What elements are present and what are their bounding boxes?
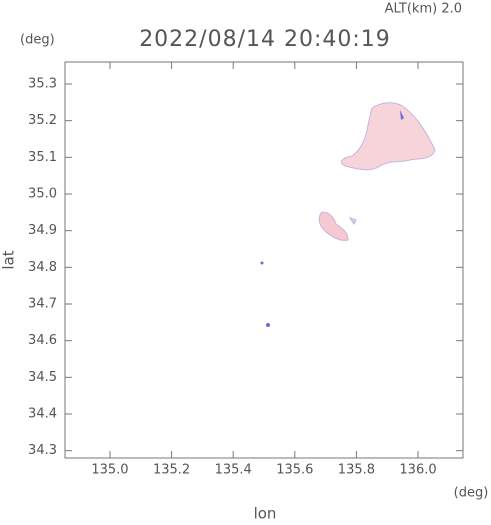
cell [260, 261, 264, 265]
y-tick-label: 35.1 [28, 150, 57, 165]
y-tick-label: 34.8 [28, 260, 57, 275]
y-tick-label: 34.4 [28, 407, 57, 422]
y-tick-label: 35.3 [28, 77, 57, 92]
y-axis-label: lat [0, 250, 18, 269]
x-tick-label: 135.2 [153, 463, 190, 478]
y-tick-label: 35.0 [28, 187, 57, 202]
y-tick-label: 35.2 [28, 113, 57, 128]
chart-title: 2022/08/14 20:40:19 [139, 27, 391, 52]
y-tick-label: 34.7 [28, 297, 57, 312]
x-tick-label: 136.0 [399, 463, 436, 478]
plot-frame [64, 61, 464, 459]
x-tick-label: 135.0 [91, 463, 128, 478]
cell [266, 323, 270, 327]
y-tick-label: 34.6 [28, 333, 57, 348]
y-tick-label: 34.3 [28, 443, 57, 458]
y-tick-label: 34.5 [28, 370, 57, 385]
x-unit: (deg) [454, 486, 489, 501]
x-tick-label: 135.6 [276, 463, 313, 478]
altitude: ALT(km) 2.0 [385, 2, 462, 17]
precipitation [260, 102, 436, 327]
x-tick-label: 135.8 [338, 463, 375, 478]
y-unit: (deg) [20, 33, 55, 48]
x-tick-label: 135.4 [215, 463, 252, 478]
x-axis-label: lon [254, 505, 277, 522]
y-tick-label: 34.9 [28, 223, 57, 238]
